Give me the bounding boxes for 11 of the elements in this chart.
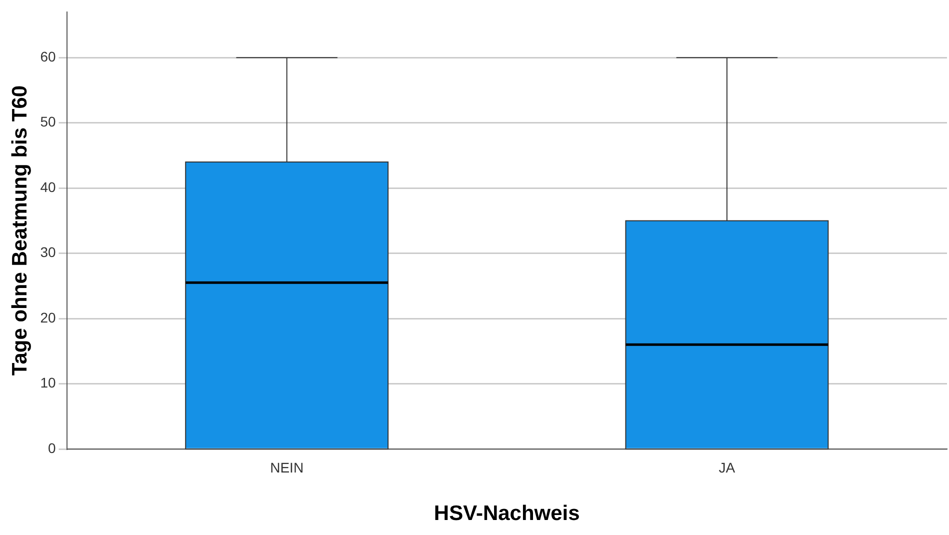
y-tick-label: 30 bbox=[40, 244, 56, 260]
x-axis-title: HSV-Nachweis bbox=[434, 502, 580, 526]
y-tick-label: 60 bbox=[40, 48, 56, 65]
y-tick-label: 40 bbox=[40, 178, 56, 195]
x-tick-label: NEIN bbox=[270, 459, 304, 476]
y-tick-label: 50 bbox=[40, 114, 56, 130]
y-tick-label: 0 bbox=[48, 440, 56, 456]
y-tick-label: 10 bbox=[40, 374, 56, 391]
y-tick-label: 20 bbox=[40, 309, 56, 326]
y-axis-title: Tage ohne Beatmung bis T60 bbox=[8, 85, 32, 376]
x-tick-label: JA bbox=[718, 459, 736, 476]
